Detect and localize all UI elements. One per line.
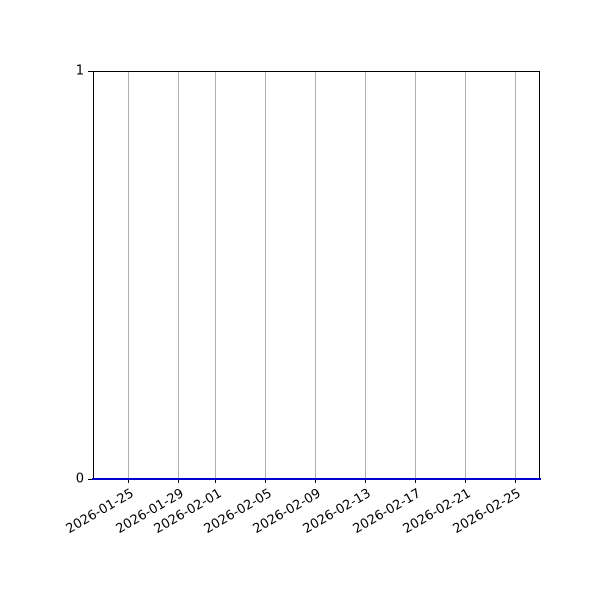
gridline-vertical	[364, 71, 366, 479]
x-tick	[265, 479, 267, 483]
y-tick	[88, 478, 93, 480]
gridline-vertical	[265, 71, 267, 479]
x-tick	[364, 479, 366, 483]
x-tick	[415, 479, 417, 483]
x-tick	[515, 479, 516, 483]
y-tick	[88, 70, 93, 72]
x-tick	[178, 479, 180, 483]
gridline-vertical	[215, 71, 217, 479]
x-tick	[464, 479, 466, 483]
axes-spines	[93, 71, 540, 479]
gridline-vertical	[314, 71, 316, 479]
series-constant-zero-line	[92, 477, 541, 481]
plot-area: 2026-01-25 2026-01-29 2026-02-01 2026-02-05…	[64, 65, 541, 537]
gridline-vertical	[178, 71, 180, 479]
gridline-vertical	[464, 71, 466, 479]
gridline-vertical	[515, 71, 516, 479]
gridline-vertical	[128, 71, 129, 479]
gridline-vertical	[415, 71, 417, 479]
y-tick-label: 0	[75, 471, 84, 487]
x-tick	[215, 479, 217, 483]
y-tick-label: 1	[75, 63, 84, 79]
x-tick	[314, 479, 316, 483]
x-tick	[128, 479, 129, 483]
